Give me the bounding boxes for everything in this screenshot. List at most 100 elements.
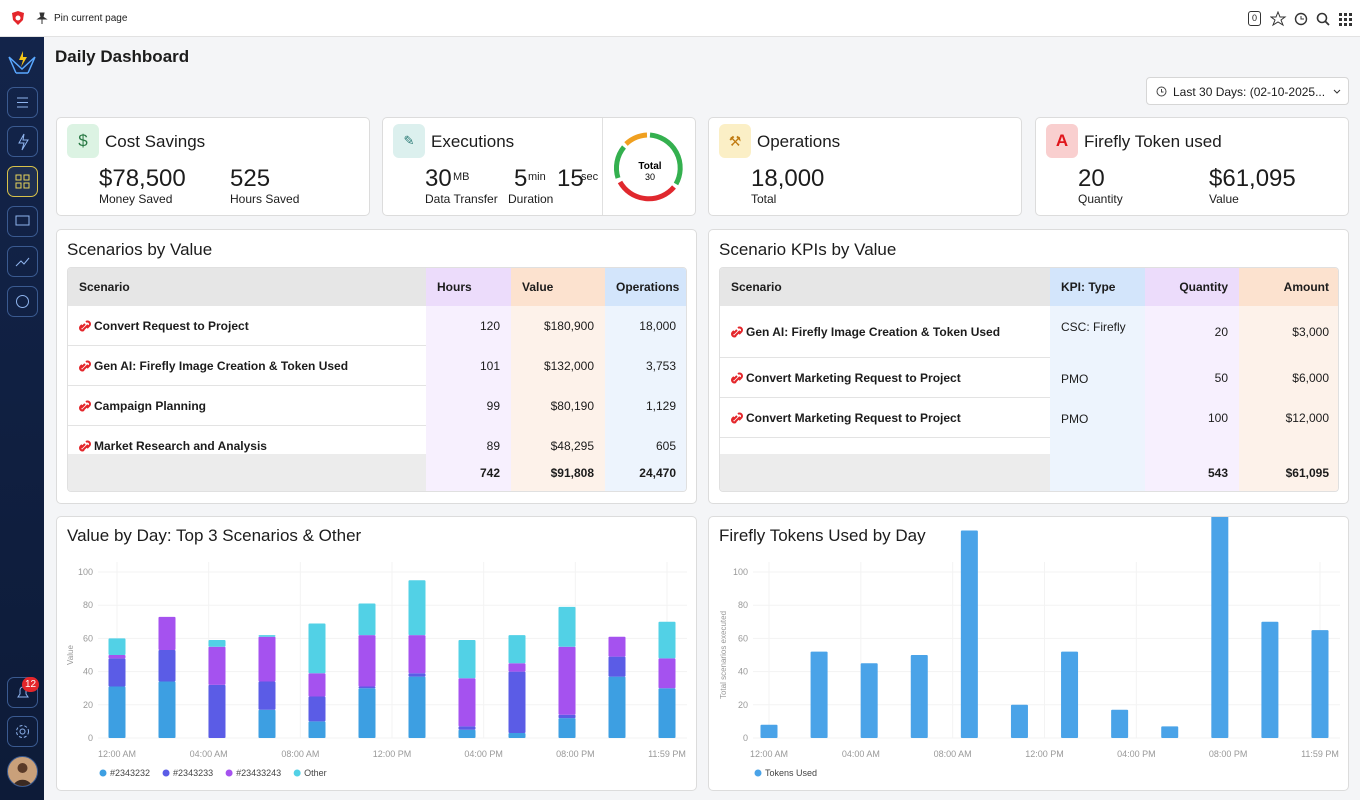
row-divider [720, 357, 1050, 358]
bar [508, 635, 526, 664]
kpi-label: Money Saved [99, 192, 173, 206]
bar [558, 646, 576, 715]
kpi-card: A Firefly Token used 20 Quantity $61,095… [1035, 117, 1349, 216]
menu-button[interactable] [7, 87, 38, 118]
table-cell: $180,900 [543, 319, 594, 333]
donut-value: 30 [645, 172, 655, 182]
bar [408, 676, 426, 738]
bar [208, 684, 226, 738]
bar [208, 646, 226, 685]
icon-shape [731, 372, 743, 384]
table-cell: 101 [479, 359, 500, 373]
bar [860, 663, 878, 738]
column-header: Scenario [68, 268, 426, 306]
bar [158, 681, 176, 738]
kpi-value: 15 [557, 165, 584, 192]
kpi-label: Hours Saved [230, 192, 300, 206]
bar [408, 635, 426, 674]
table-cell: 120 [479, 319, 500, 333]
kpi-card: ⚒ Operations 18,000 Total [708, 117, 1022, 216]
table-total: $91,808 [511, 454, 605, 491]
scenario-icon [731, 372, 743, 384]
bar [760, 724, 778, 738]
table-cell: PMO [1061, 412, 1089, 426]
bar [810, 651, 828, 738]
dashboard-button[interactable] [7, 166, 38, 197]
column-bg [605, 306, 686, 454]
x-tick-label: 04:00 AM [842, 749, 880, 759]
table-total: 24,470 [605, 454, 686, 491]
row-divider [720, 437, 1050, 438]
table-cell: 3,753 [645, 359, 676, 373]
tab-count[interactable]: 0 [1248, 11, 1261, 26]
settings-button[interactable] [7, 716, 38, 747]
app-logo [12, 11, 24, 25]
legend-label: #2343232 [110, 768, 150, 778]
bar [508, 663, 526, 672]
row-divider [68, 345, 426, 346]
bar [308, 623, 326, 674]
table-cell: CSC: Firefly [1061, 320, 1126, 334]
table-cell: 605 [655, 439, 676, 453]
donut-label: Total [638, 161, 661, 172]
legend-label: Other [304, 768, 327, 778]
y-tick-label: 20 [738, 700, 748, 710]
date-filter[interactable]: Last 30 Days: (02-10-2025... [1146, 77, 1349, 105]
kpi-label: Value [1209, 192, 1239, 206]
table-cell: 89 [486, 439, 500, 453]
code-button[interactable] [7, 286, 38, 317]
table-cell: 18,000 [639, 319, 676, 333]
table: Scenario Hours Value Operations Convert Requ… [67, 267, 687, 492]
bar [1311, 630, 1329, 738]
toolbar-icons[interactable] [1270, 11, 1352, 27]
column-bg [1145, 306, 1239, 454]
table-total: 742 [426, 454, 511, 491]
row-divider [720, 397, 1050, 398]
bar [910, 655, 928, 738]
bar [1111, 709, 1129, 738]
x-tick-label: 11:59 PM [1301, 749, 1339, 759]
legend-marker [99, 769, 107, 777]
automation-button[interactable] [7, 126, 38, 157]
messages-button[interactable] [7, 206, 38, 237]
scenario-icon [79, 440, 91, 452]
column-bg [68, 306, 426, 454]
bar [558, 714, 576, 719]
table-cell: $12,000 [1285, 411, 1329, 425]
y-tick-label: 80 [83, 600, 93, 610]
pin-icon[interactable] [36, 12, 48, 24]
column-bg [1050, 306, 1145, 454]
table-cell: 99 [486, 399, 500, 413]
bar [658, 658, 676, 689]
legend-label: #2343233 [173, 768, 213, 778]
legend-label: Tokens Used [765, 768, 817, 778]
x-tick-label: 04:00 PM [464, 749, 503, 759]
table-body: Convert Request to Project 120 $180,900 18,… [68, 306, 686, 454]
user-avatar[interactable] [7, 756, 38, 787]
column-bg [720, 306, 1050, 454]
scenario-icon [79, 320, 91, 332]
table-cell: $6,000 [1292, 371, 1329, 385]
bar [558, 606, 576, 647]
pin-label[interactable]: Pin current page [54, 13, 128, 24]
kpi-label: Data Transfer [425, 192, 498, 206]
bar [608, 676, 626, 738]
column-bg [1239, 306, 1338, 454]
bar [508, 733, 526, 738]
analytics-button[interactable] [7, 246, 38, 277]
table-cell: 1,129 [645, 399, 676, 413]
footer-bg [68, 454, 426, 491]
x-tick-label: 11:59 PM [648, 749, 686, 759]
legend-marker [162, 769, 170, 777]
bar [108, 658, 126, 687]
bar [960, 530, 978, 738]
bar [158, 616, 176, 651]
table-cell: $80,190 [550, 399, 594, 413]
scenario-name: Convert Marketing Request to Project [746, 411, 961, 425]
x-tick-label: 04:00 PM [1117, 749, 1156, 759]
kpi-value: $78,500 [99, 165, 186, 192]
bar [258, 709, 276, 738]
divider [602, 118, 603, 215]
row-divider [68, 425, 426, 426]
table: Scenario KPI: Type Quantity Amount Gen AI: F… [719, 267, 1339, 492]
